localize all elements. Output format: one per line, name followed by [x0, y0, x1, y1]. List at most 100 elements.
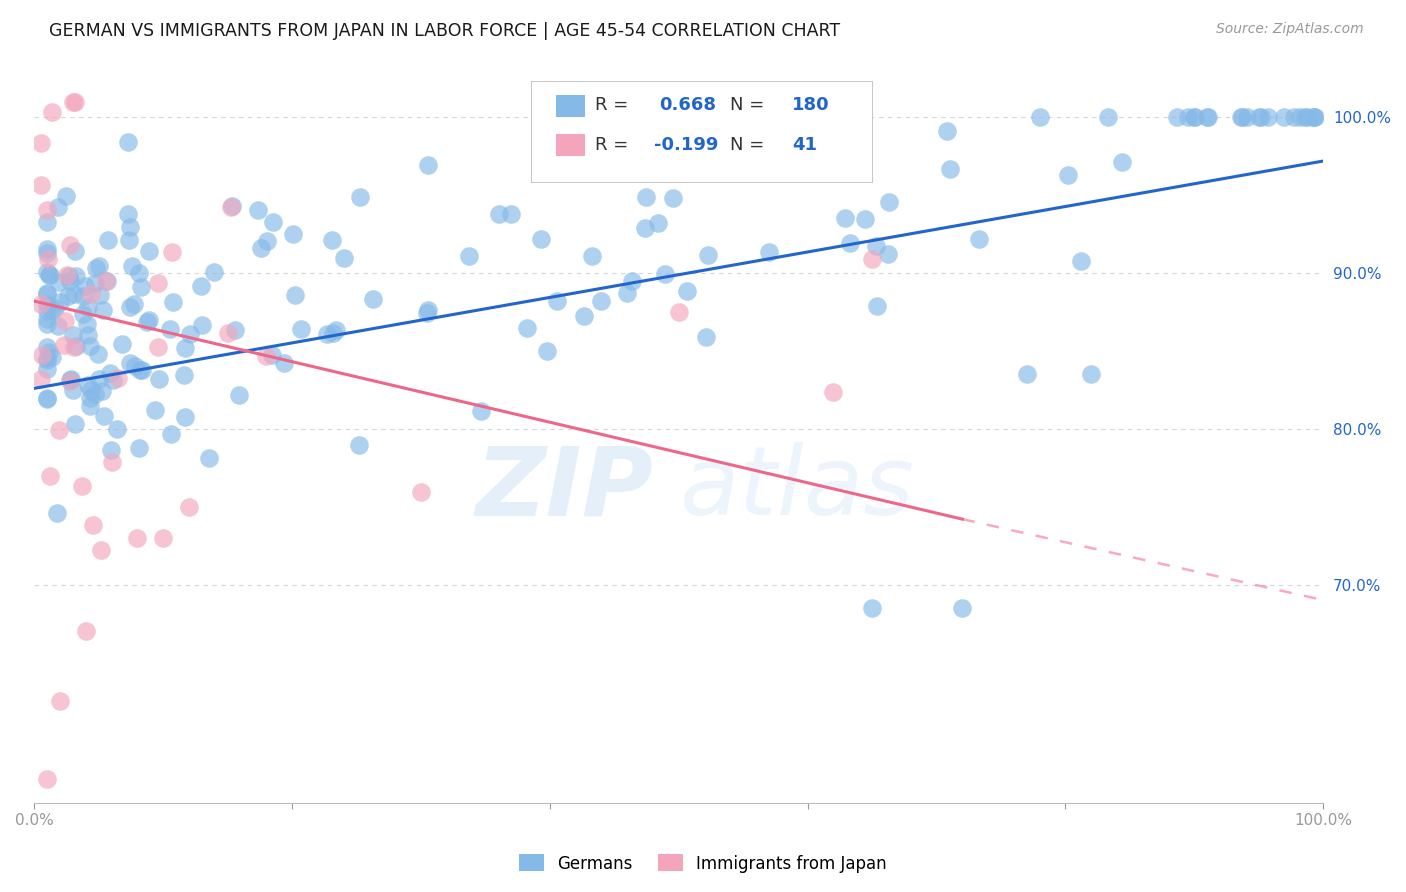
- Point: [136, 315, 159, 329]
- Point: [536, 344, 558, 359]
- Point: [936, 124, 959, 138]
- Point: [224, 323, 246, 337]
- Point: [1015, 368, 1038, 382]
- Point: [839, 235, 862, 250]
- Point: [37, 285, 59, 300]
- Point: [37, 772, 59, 787]
- Point: [1303, 111, 1326, 125]
- Point: [316, 327, 339, 342]
- Point: [273, 356, 295, 370]
- Point: [256, 234, 278, 248]
- Point: [143, 402, 166, 417]
- Point: [152, 531, 174, 545]
- Point: [202, 265, 225, 279]
- Point: [877, 247, 900, 261]
- Point: [56, 268, 79, 282]
- Point: [48, 423, 70, 437]
- Point: [37, 252, 59, 266]
- Point: [1302, 111, 1324, 125]
- Point: [647, 216, 669, 230]
- Point: [695, 330, 717, 344]
- Point: [38, 345, 60, 359]
- Point: [1097, 111, 1119, 125]
- Point: [530, 232, 553, 246]
- Point: [35, 202, 58, 217]
- Point: [107, 371, 129, 385]
- Point: [148, 372, 170, 386]
- Point: [162, 295, 184, 310]
- Point: [1182, 111, 1205, 125]
- Text: 180: 180: [792, 96, 830, 114]
- Point: [177, 500, 200, 515]
- Point: [101, 373, 124, 387]
- Point: [59, 375, 82, 389]
- Text: N =: N =: [730, 96, 770, 114]
- Point: [1166, 111, 1188, 125]
- Point: [1294, 111, 1316, 125]
- Point: [860, 252, 883, 266]
- Point: [634, 220, 657, 235]
- Point: [148, 340, 170, 354]
- Point: [37, 215, 59, 229]
- Point: [616, 285, 638, 300]
- Point: [65, 339, 87, 353]
- Point: [53, 338, 76, 352]
- Text: 41: 41: [792, 136, 817, 153]
- Text: ZIP: ZIP: [475, 442, 652, 535]
- Point: [129, 280, 152, 294]
- Point: [98, 366, 121, 380]
- Point: [30, 372, 52, 386]
- Point: [37, 392, 59, 406]
- Point: [59, 373, 82, 387]
- Point: [37, 340, 59, 354]
- Point: [38, 268, 60, 282]
- Point: [111, 337, 134, 351]
- Point: [191, 318, 214, 333]
- Point: [41, 350, 63, 364]
- Point: [121, 259, 143, 273]
- Point: [56, 288, 79, 302]
- Point: [82, 518, 104, 533]
- Point: [758, 244, 780, 259]
- Point: [668, 305, 690, 319]
- Point: [1070, 254, 1092, 268]
- Point: [120, 357, 142, 371]
- Point: [37, 265, 59, 279]
- Point: [91, 303, 114, 318]
- Point: [76, 377, 98, 392]
- Point: [1249, 111, 1271, 125]
- Point: [249, 241, 271, 255]
- Point: [37, 317, 59, 331]
- Point: [1111, 155, 1133, 169]
- Point: [290, 322, 312, 336]
- Point: [75, 624, 97, 639]
- Point: [1080, 368, 1102, 382]
- Point: [260, 348, 283, 362]
- Point: [159, 322, 181, 336]
- Point: [589, 293, 612, 308]
- Point: [30, 178, 52, 192]
- Point: [1296, 111, 1319, 125]
- Point: [37, 287, 59, 301]
- Point: [37, 353, 59, 368]
- Point: [87, 372, 110, 386]
- Point: [284, 287, 307, 301]
- Point: [37, 242, 59, 256]
- Point: [65, 244, 87, 258]
- Point: [117, 136, 139, 150]
- Point: [79, 400, 101, 414]
- Point: [1272, 111, 1295, 125]
- Point: [62, 95, 84, 109]
- Point: [90, 384, 112, 398]
- Point: [80, 383, 103, 397]
- Point: [87, 347, 110, 361]
- Legend: Germans, Immigrants from Japan: Germans, Immigrants from Japan: [513, 847, 893, 880]
- Point: [72, 307, 94, 321]
- Point: [654, 166, 676, 180]
- Point: [361, 292, 384, 306]
- Point: [415, 306, 437, 320]
- Point: [93, 409, 115, 423]
- Point: [100, 443, 122, 458]
- Point: [1289, 111, 1312, 125]
- Point: [63, 417, 86, 431]
